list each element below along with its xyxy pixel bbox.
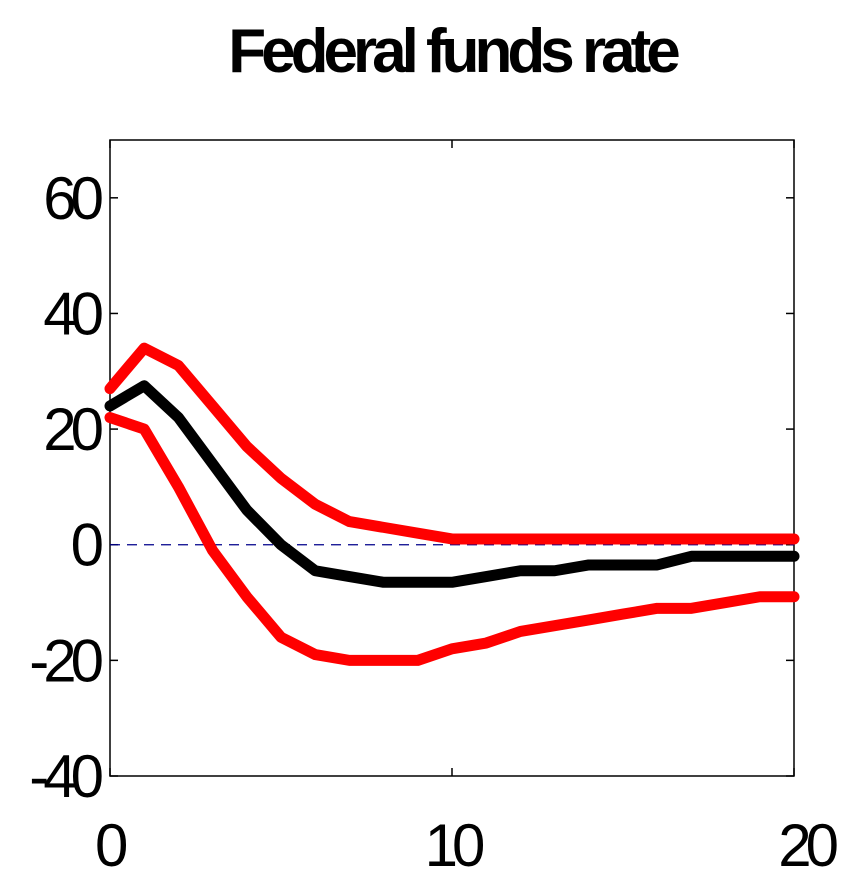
x-tick-label: 10 bbox=[425, 812, 484, 879]
chart-title: Federal funds rate bbox=[228, 17, 679, 86]
y-tick-label: 60 bbox=[43, 165, 102, 232]
x-tick-label: 20 bbox=[778, 812, 837, 879]
series-line-lower bbox=[104, 412, 800, 666]
y-tick-label: -20 bbox=[29, 627, 102, 694]
y-tick-label: 40 bbox=[43, 280, 102, 347]
axis-ticks bbox=[109, 140, 795, 777]
y-tick-labels: -40 -20 0 20 40 60 bbox=[29, 165, 108, 810]
y-tick-label: -40 bbox=[29, 743, 102, 810]
y-tick-label: 20 bbox=[43, 396, 102, 463]
series-line-median bbox=[104, 380, 800, 588]
x-tick-label: 0 bbox=[95, 812, 127, 879]
x-tick-labels: 0 10 20 bbox=[95, 812, 844, 879]
series-line-upper bbox=[104, 342, 800, 545]
y-tick-label: 0 bbox=[71, 512, 103, 579]
series-lines bbox=[104, 342, 800, 666]
